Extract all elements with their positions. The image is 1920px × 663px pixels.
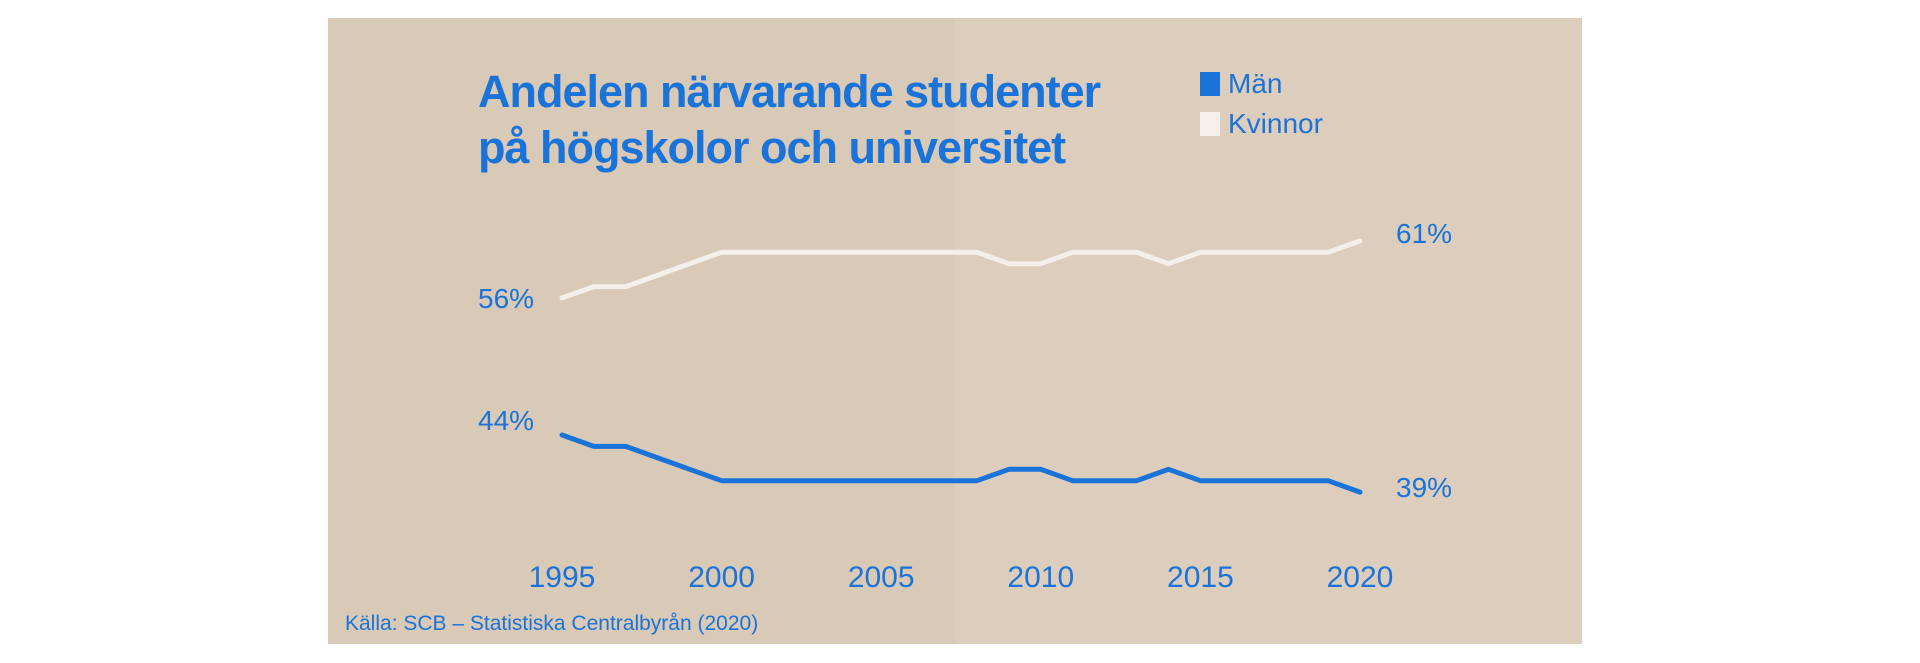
legend-item-men: Män xyxy=(1200,68,1282,100)
x-tick-label: 2015 xyxy=(1167,561,1234,594)
label-men-start: 44% xyxy=(478,405,534,436)
legend-label-men: Män xyxy=(1228,68,1283,99)
label-women-end: 61% xyxy=(1396,218,1452,249)
x-tick-label: 2000 xyxy=(688,561,755,594)
panel-shade xyxy=(955,18,1582,644)
source-note: Källa: SCB – Statistiska Centralbyrån (2… xyxy=(345,612,758,635)
x-tick-label: 2010 xyxy=(1007,561,1074,594)
title-line-2: på högskolor och universitet xyxy=(478,122,1066,173)
legend-swatch-men xyxy=(1200,72,1220,96)
legend-swatch-women xyxy=(1200,112,1220,136)
x-tick-label: 2005 xyxy=(848,561,915,594)
legend-label-women: Kvinnor xyxy=(1228,108,1323,139)
chart-panel xyxy=(328,18,1582,644)
series-line-women xyxy=(559,238,1363,301)
title-line-1: Andelen närvarande studenter xyxy=(478,66,1101,117)
label-men-end: 39% xyxy=(1396,472,1452,503)
label-women-start: 56% xyxy=(478,283,534,314)
chart-title: Andelen närvarande studenter på högskolo… xyxy=(478,64,1101,176)
x-tick-label: 1995 xyxy=(529,561,596,594)
series-line-men xyxy=(559,432,1363,495)
legend-item-women: Kvinnor xyxy=(1200,108,1323,140)
x-tick-label: 2020 xyxy=(1327,561,1394,594)
